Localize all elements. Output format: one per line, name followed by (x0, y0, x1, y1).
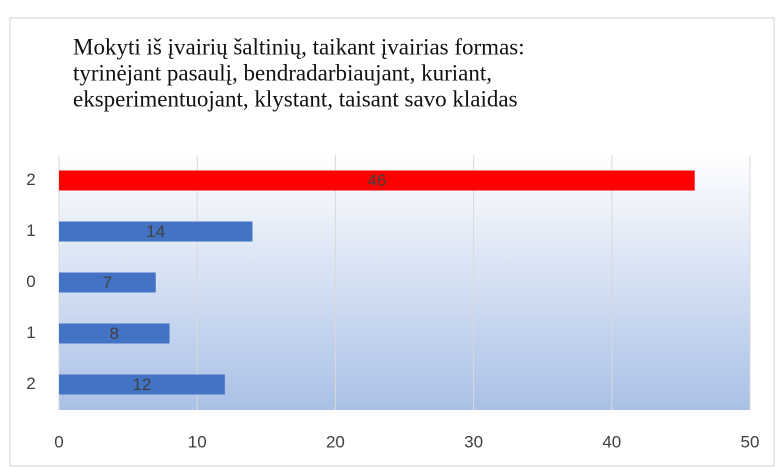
bar (59, 170, 695, 191)
x-tick-label: 20 (326, 432, 345, 451)
x-tick-label: 50 (741, 432, 760, 451)
bar (59, 221, 253, 242)
chart-title: tyrinėjant pasaulį, bendradarbiaujant, k… (73, 60, 492, 85)
value-label: 8 (110, 324, 119, 343)
bar (59, 323, 170, 344)
x-tick-label: 10 (188, 432, 207, 451)
y-tick-label: 1 (26, 323, 35, 342)
y-tick-label: 0 (26, 272, 35, 291)
value-label: 14 (146, 222, 165, 241)
value-label: 46 (367, 171, 386, 190)
value-label: 12 (132, 375, 151, 394)
x-tick-label: 0 (54, 432, 63, 451)
bar (59, 272, 156, 293)
chart-title: eksperimentuojant, klystant, taisant sav… (73, 86, 518, 111)
chart-title: Mokyti iš įvairių šaltinių, taikant įvai… (73, 34, 525, 59)
y-tick-label: 1 (26, 221, 35, 240)
value-label: 7 (103, 273, 112, 292)
x-tick-label: 40 (602, 432, 621, 451)
x-tick-label: 30 (464, 432, 483, 451)
y-tick-label: 2 (26, 374, 35, 393)
plot-area (59, 155, 750, 410)
y-tick-label: 2 (26, 170, 35, 189)
bar (59, 374, 225, 395)
